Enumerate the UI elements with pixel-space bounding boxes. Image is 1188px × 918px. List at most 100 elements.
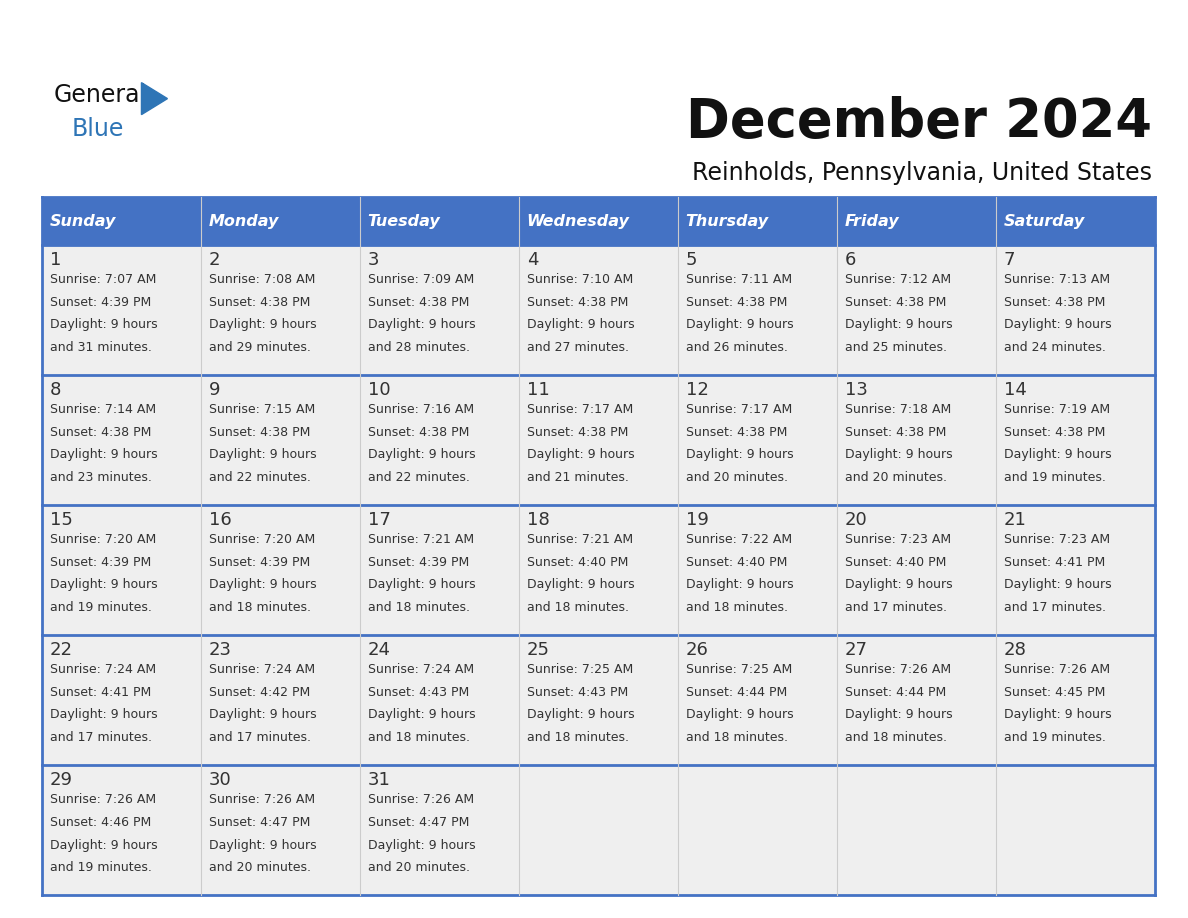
Text: Sunrise: 7:10 AM: Sunrise: 7:10 AM — [526, 273, 633, 285]
Text: 18: 18 — [526, 511, 549, 529]
Text: Sunrise: 7:07 AM: Sunrise: 7:07 AM — [50, 273, 156, 285]
Bar — [677, 197, 836, 245]
Bar — [836, 197, 996, 245]
Text: Daylight: 9 hours: Daylight: 9 hours — [367, 448, 475, 462]
Text: Daylight: 9 hours: Daylight: 9 hours — [50, 578, 157, 591]
Bar — [201, 765, 360, 895]
Text: December 2024: December 2024 — [687, 96, 1152, 149]
Text: and 20 minutes.: and 20 minutes. — [685, 471, 788, 484]
Text: Sunset: 4:39 PM: Sunset: 4:39 PM — [209, 555, 310, 568]
Text: 22: 22 — [50, 641, 72, 659]
Text: 3: 3 — [367, 251, 379, 269]
Text: Sunrise: 7:17 AM: Sunrise: 7:17 AM — [685, 403, 792, 416]
Text: and 18 minutes.: and 18 minutes. — [685, 601, 788, 614]
Text: and 18 minutes.: and 18 minutes. — [209, 601, 310, 614]
Bar — [519, 765, 677, 895]
Text: 28: 28 — [1004, 641, 1026, 659]
Bar — [42, 245, 201, 375]
Bar — [677, 505, 836, 635]
Bar — [360, 197, 519, 245]
Text: and 24 minutes.: and 24 minutes. — [1004, 341, 1106, 354]
Text: Daylight: 9 hours: Daylight: 9 hours — [209, 578, 316, 591]
Text: Daylight: 9 hours: Daylight: 9 hours — [50, 709, 157, 722]
Text: Sunrise: 7:26 AM: Sunrise: 7:26 AM — [845, 663, 950, 676]
Text: Daylight: 9 hours: Daylight: 9 hours — [50, 319, 157, 331]
Text: Sunset: 4:39 PM: Sunset: 4:39 PM — [367, 555, 469, 568]
Text: and 18 minutes.: and 18 minutes. — [845, 732, 947, 744]
Text: 29: 29 — [50, 771, 72, 789]
Text: Sunrise: 7:19 AM: Sunrise: 7:19 AM — [1004, 403, 1110, 416]
Bar — [360, 245, 519, 375]
Text: 10: 10 — [367, 381, 390, 398]
Text: 31: 31 — [367, 771, 391, 789]
Bar — [201, 505, 360, 635]
Text: Sunrise: 7:09 AM: Sunrise: 7:09 AM — [367, 273, 474, 285]
Bar — [519, 635, 677, 765]
Text: Sunrise: 7:16 AM: Sunrise: 7:16 AM — [367, 403, 474, 416]
Text: Sunset: 4:43 PM: Sunset: 4:43 PM — [526, 686, 628, 699]
Text: and 23 minutes.: and 23 minutes. — [50, 471, 151, 484]
Bar — [42, 635, 201, 765]
Bar — [360, 375, 519, 505]
Text: Sunrise: 7:26 AM: Sunrise: 7:26 AM — [50, 793, 156, 806]
Text: Daylight: 9 hours: Daylight: 9 hours — [1004, 578, 1111, 591]
Text: 21: 21 — [1004, 511, 1026, 529]
Text: and 18 minutes.: and 18 minutes. — [685, 732, 788, 744]
Text: Sunrise: 7:23 AM: Sunrise: 7:23 AM — [845, 533, 950, 546]
Text: Sunrise: 7:13 AM: Sunrise: 7:13 AM — [1004, 273, 1110, 285]
Bar — [836, 635, 996, 765]
Text: and 19 minutes.: and 19 minutes. — [50, 601, 151, 614]
Text: 14: 14 — [1004, 381, 1026, 398]
Text: Sunset: 4:42 PM: Sunset: 4:42 PM — [209, 686, 310, 699]
Text: Sunset: 4:41 PM: Sunset: 4:41 PM — [50, 686, 151, 699]
Text: and 25 minutes.: and 25 minutes. — [845, 341, 947, 354]
Text: Sunrise: 7:21 AM: Sunrise: 7:21 AM — [526, 533, 633, 546]
Text: 9: 9 — [209, 381, 220, 398]
Text: 19: 19 — [685, 511, 708, 529]
Text: 30: 30 — [209, 771, 232, 789]
Text: and 28 minutes.: and 28 minutes. — [367, 341, 469, 354]
Bar — [677, 245, 836, 375]
Text: Sunrise: 7:22 AM: Sunrise: 7:22 AM — [685, 533, 791, 546]
Bar — [677, 375, 836, 505]
Text: Daylight: 9 hours: Daylight: 9 hours — [685, 709, 794, 722]
Text: and 19 minutes.: and 19 minutes. — [1004, 732, 1106, 744]
Text: Sunrise: 7:20 AM: Sunrise: 7:20 AM — [209, 533, 315, 546]
Text: Daylight: 9 hours: Daylight: 9 hours — [367, 709, 475, 722]
Text: 8: 8 — [50, 381, 61, 398]
Bar — [360, 635, 519, 765]
Bar — [519, 245, 677, 375]
Text: Sunrise: 7:21 AM: Sunrise: 7:21 AM — [367, 533, 474, 546]
Text: Daylight: 9 hours: Daylight: 9 hours — [1004, 319, 1111, 331]
Text: Daylight: 9 hours: Daylight: 9 hours — [526, 709, 634, 722]
Text: and 17 minutes.: and 17 minutes. — [1004, 601, 1106, 614]
Text: Sunset: 4:47 PM: Sunset: 4:47 PM — [367, 816, 469, 829]
Text: Daylight: 9 hours: Daylight: 9 hours — [526, 448, 634, 462]
Text: and 20 minutes.: and 20 minutes. — [845, 471, 947, 484]
Text: Sunrise: 7:18 AM: Sunrise: 7:18 AM — [845, 403, 950, 416]
Text: and 22 minutes.: and 22 minutes. — [209, 471, 310, 484]
Text: 17: 17 — [367, 511, 391, 529]
Text: Sunrise: 7:17 AM: Sunrise: 7:17 AM — [526, 403, 633, 416]
Text: and 22 minutes.: and 22 minutes. — [367, 471, 469, 484]
Text: Sunset: 4:38 PM: Sunset: 4:38 PM — [685, 426, 786, 439]
Text: and 29 minutes.: and 29 minutes. — [209, 341, 310, 354]
Text: 7: 7 — [1004, 251, 1016, 269]
Text: Sunset: 4:45 PM: Sunset: 4:45 PM — [1004, 686, 1105, 699]
Text: Sunset: 4:38 PM: Sunset: 4:38 PM — [526, 296, 628, 308]
Text: 13: 13 — [845, 381, 867, 398]
Text: Sunrise: 7:25 AM: Sunrise: 7:25 AM — [526, 663, 633, 676]
Text: Daylight: 9 hours: Daylight: 9 hours — [209, 838, 316, 852]
Text: and 20 minutes.: and 20 minutes. — [367, 861, 469, 874]
Text: Daylight: 9 hours: Daylight: 9 hours — [845, 319, 953, 331]
Text: Reinholds, Pennsylvania, United States: Reinholds, Pennsylvania, United States — [693, 161, 1152, 185]
Bar — [201, 635, 360, 765]
Text: Daylight: 9 hours: Daylight: 9 hours — [845, 578, 953, 591]
Text: Daylight: 9 hours: Daylight: 9 hours — [50, 838, 157, 852]
Text: Daylight: 9 hours: Daylight: 9 hours — [209, 709, 316, 722]
Text: Sunset: 4:38 PM: Sunset: 4:38 PM — [50, 426, 151, 439]
Text: Sunset: 4:38 PM: Sunset: 4:38 PM — [367, 296, 469, 308]
Text: Daylight: 9 hours: Daylight: 9 hours — [50, 448, 157, 462]
Bar — [836, 245, 996, 375]
Text: and 17 minutes.: and 17 minutes. — [845, 601, 947, 614]
